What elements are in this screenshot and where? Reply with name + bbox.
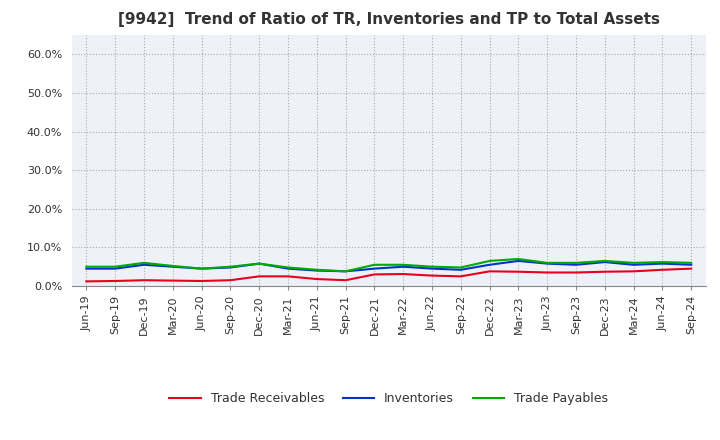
Trade Payables: [341, 269, 350, 274]
Trade Payables: [629, 260, 638, 265]
Trade Receivables: [140, 278, 148, 283]
Trade Receivables: [255, 274, 264, 279]
Trade Payables: [600, 258, 609, 264]
Inventories: [485, 262, 494, 268]
Inventories: [428, 266, 436, 271]
Trade Receivables: [312, 276, 321, 282]
Trade Receivables: [168, 278, 177, 283]
Trade Payables: [428, 264, 436, 269]
Inventories: [197, 266, 206, 271]
Inventories: [572, 262, 580, 268]
Line: Trade Payables: Trade Payables: [86, 259, 691, 271]
Trade Payables: [312, 267, 321, 272]
Trade Payables: [370, 262, 379, 268]
Inventories: [456, 267, 465, 272]
Inventories: [140, 262, 148, 268]
Trade Payables: [140, 260, 148, 265]
Inventories: [687, 262, 696, 268]
Inventories: [514, 258, 523, 264]
Trade Receivables: [456, 274, 465, 279]
Trade Payables: [399, 262, 408, 268]
Title: [9942]  Trend of Ratio of TR, Inventories and TP to Total Assets: [9942] Trend of Ratio of TR, Inventories…: [118, 12, 660, 27]
Line: Inventories: Inventories: [86, 261, 691, 271]
Trade Receivables: [543, 270, 552, 275]
Trade Receivables: [572, 270, 580, 275]
Trade Receivables: [629, 269, 638, 274]
Inventories: [111, 266, 120, 271]
Trade Payables: [226, 264, 235, 269]
Trade Receivables: [197, 279, 206, 284]
Inventories: [370, 266, 379, 271]
Line: Trade Receivables: Trade Receivables: [86, 269, 691, 281]
Trade Payables: [111, 264, 120, 269]
Trade Receivables: [514, 269, 523, 275]
Inventories: [168, 264, 177, 269]
Trade Payables: [284, 265, 292, 270]
Trade Receivables: [428, 273, 436, 278]
Trade Receivables: [341, 278, 350, 283]
Trade Receivables: [687, 266, 696, 271]
Inventories: [341, 269, 350, 274]
Trade Receivables: [284, 274, 292, 279]
Trade Payables: [168, 263, 177, 268]
Inventories: [82, 266, 91, 271]
Trade Payables: [82, 264, 91, 269]
Inventories: [226, 265, 235, 270]
Inventories: [284, 266, 292, 271]
Inventories: [600, 260, 609, 265]
Trade Payables: [255, 261, 264, 266]
Inventories: [312, 268, 321, 273]
Inventories: [399, 264, 408, 269]
Trade Receivables: [485, 269, 494, 274]
Trade Receivables: [600, 269, 609, 275]
Trade Receivables: [82, 279, 91, 284]
Inventories: [543, 261, 552, 266]
Trade Payables: [658, 260, 667, 265]
Trade Payables: [197, 266, 206, 271]
Trade Receivables: [226, 278, 235, 283]
Trade Payables: [572, 260, 580, 265]
Inventories: [658, 261, 667, 266]
Trade Payables: [456, 265, 465, 270]
Trade Receivables: [658, 267, 667, 272]
Trade Payables: [514, 257, 523, 262]
Inventories: [629, 262, 638, 268]
Trade Receivables: [111, 279, 120, 284]
Legend: Trade Receivables, Inventories, Trade Payables: Trade Receivables, Inventories, Trade Pa…: [164, 387, 613, 410]
Trade Receivables: [370, 272, 379, 277]
Inventories: [255, 261, 264, 266]
Trade Payables: [687, 260, 696, 265]
Trade Payables: [543, 260, 552, 265]
Trade Receivables: [399, 271, 408, 277]
Trade Payables: [485, 258, 494, 264]
